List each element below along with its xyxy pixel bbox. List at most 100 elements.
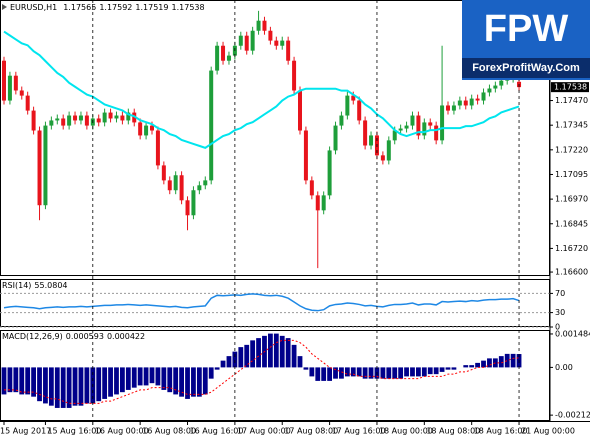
- candle-body: [469, 98, 474, 106]
- histogram-bar: [439, 367, 445, 372]
- histogram-bar: [386, 367, 392, 379]
- candle-body: [84, 115, 89, 126]
- indicator-value: 0.000422: [107, 332, 145, 341]
- candle-body: [369, 135, 374, 146]
- histogram-bar: [54, 367, 60, 408]
- candle-body: [386, 140, 391, 161]
- candle-body: [262, 20, 267, 31]
- candle-body: [167, 180, 172, 191]
- histogram-bar: [273, 333, 279, 368]
- histogram-bar: [404, 367, 409, 377]
- candle-body: [422, 122, 427, 136]
- candle-body: [339, 115, 344, 126]
- candle-body: [493, 85, 498, 89]
- candle-body: [481, 92, 486, 101]
- candle-body: [351, 95, 356, 101]
- histogram-bar: [208, 367, 214, 379]
- indicator-title: MACD(12,26,9): [2, 332, 63, 341]
- header-value: 1.17538: [172, 3, 205, 12]
- candle-body: [179, 175, 184, 201]
- candle-body: [280, 40, 285, 46]
- histogram-bar: [102, 367, 108, 399]
- histogram-bar: [333, 367, 338, 379]
- candle-body: [191, 190, 196, 216]
- histogram-bar: [84, 367, 90, 404]
- indicator-value: 0.000593: [66, 332, 104, 341]
- candle-body: [363, 120, 368, 146]
- histogram-bar: [143, 367, 149, 386]
- histogram-bar: [125, 367, 131, 390]
- candle-body: [298, 90, 302, 131]
- histogram-bar: [268, 333, 273, 368]
- header-value: 1.17565: [63, 3, 96, 12]
- logo-site: ForexProfitWay.Com: [472, 62, 580, 74]
- chart-title: EURUSD,H1: [10, 3, 57, 12]
- histogram-bar: [321, 367, 327, 381]
- x-tick-label: 21 Aug 00:00: [521, 427, 575, 436]
- candle-body: [49, 120, 54, 126]
- candle-body: [13, 75, 18, 91]
- current-price-box: [551, 82, 589, 93]
- candle-body: [102, 112, 107, 123]
- candle-body: [215, 45, 220, 71]
- candle-body: [292, 60, 297, 91]
- y-tick-label: 1.17345: [555, 121, 588, 130]
- candle-body: [487, 88, 492, 93]
- histogram-bar: [368, 367, 374, 379]
- candle-body: [120, 115, 125, 121]
- candle-body: [286, 40, 291, 61]
- histogram-bar: [108, 367, 113, 397]
- candle-body: [416, 115, 421, 136]
- histogram-bar: [37, 367, 42, 402]
- histogram-bar: [303, 367, 309, 370]
- candle-body: [457, 100, 462, 106]
- x-tick-label: 17 Aug 00:00: [237, 427, 291, 436]
- histogram-bar: [362, 367, 368, 379]
- candle-body: [2, 60, 6, 101]
- candle-body: [345, 95, 350, 116]
- candle-body: [197, 185, 202, 191]
- candle-body: [256, 20, 261, 31]
- candle-body: [203, 180, 208, 186]
- candle-body: [392, 130, 397, 141]
- histogram-bar: [232, 351, 238, 368]
- histogram-bar: [421, 367, 427, 377]
- x-tick-label: 17 Aug 16:00: [332, 427, 386, 436]
- candle-body: [357, 100, 362, 121]
- histogram-bar: [309, 367, 315, 377]
- x-tick-label: 15 Aug 2017: [0, 427, 51, 436]
- x-tick-label: 16 Aug 08:00: [142, 427, 196, 436]
- histogram-bar: [291, 344, 297, 368]
- x-tick-label: 15 Aug 16:00: [47, 427, 101, 436]
- candle-body: [440, 105, 445, 141]
- histogram-bar: [131, 367, 137, 388]
- histogram-bar: [392, 367, 398, 379]
- candle-body: [67, 115, 72, 126]
- candle-body: [499, 80, 504, 86]
- histogram-bar: [149, 367, 155, 384]
- indicator-value: 55.0804: [34, 281, 67, 290]
- histogram-bar: [196, 367, 202, 397]
- histogram-bar: [510, 353, 516, 368]
- histogram-bar: [13, 367, 19, 393]
- histogram-bar: [344, 367, 350, 377]
- histogram-bar: [25, 367, 31, 395]
- histogram-bar: [433, 367, 439, 375]
- candle-body: [173, 175, 178, 191]
- y-tick-label: 0.001484: [555, 329, 590, 338]
- histogram-bar: [191, 367, 196, 397]
- x-tick-label: 16 Aug 00:00: [95, 427, 149, 436]
- x-tick-label: 18 Aug 08:00: [426, 427, 480, 436]
- candle-body: [96, 118, 101, 123]
- candle-body: [398, 128, 403, 131]
- histogram-bar: [250, 340, 256, 368]
- candle-body: [309, 180, 314, 196]
- signal-line: [4, 339, 520, 404]
- candle-body: [19, 90, 24, 96]
- histogram-bar: [185, 367, 190, 399]
- histogram-bar: [451, 367, 457, 370]
- candle-body: [144, 125, 149, 136]
- histogram-bar: [410, 367, 415, 377]
- y-tick-label: 30: [555, 308, 565, 317]
